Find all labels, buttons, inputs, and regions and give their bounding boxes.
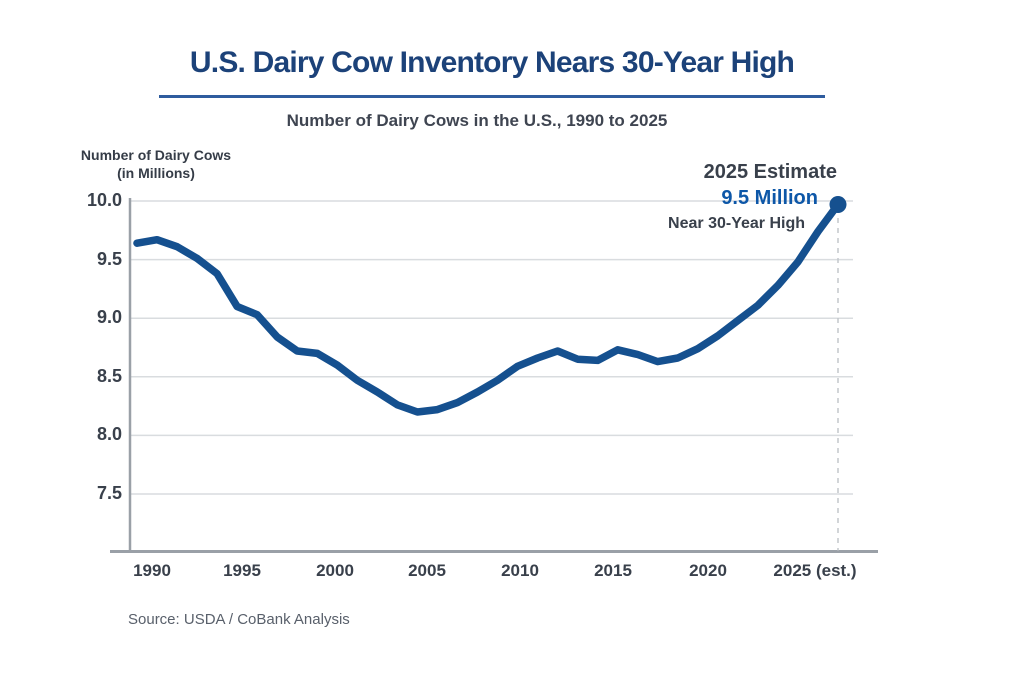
y-tick-label: 8.0 (96, 424, 122, 445)
y-axis-title: Number of Dairy Cows (in Millions) (70, 146, 242, 182)
page-title: U.S. Dairy Cow Inventory Nears 30-Year H… (189, 46, 795, 79)
chart-subtitle: Number of Dairy Cows in the U.S., 1990 t… (286, 111, 668, 130)
y-tick-label: 7.5 (96, 483, 122, 503)
y-tick-label: 8.5 (96, 365, 122, 386)
estimate-callout-title: 2025 Estimate (703, 161, 837, 183)
y-tick-label: 9.0 (96, 307, 122, 328)
x-tick-label: 2005 (408, 561, 446, 580)
y-tick-label: 10.0 (86, 190, 122, 210)
x-tick-label: 1990 (133, 561, 171, 580)
x-tick-label: 2020 (689, 561, 727, 580)
x-tick-label: 2015 (594, 561, 632, 580)
estimate-callout-value: 9.5 Million (721, 187, 818, 209)
end-point-dot (829, 196, 847, 214)
x-tick-label: 2000 (316, 561, 354, 580)
title-underline-rule (159, 95, 825, 98)
x-tick-label: 1995 (223, 561, 261, 580)
trend-line (133, 200, 842, 416)
y-tick-label: 9.5 (96, 248, 122, 269)
estimate-callout-note: Near 30-Year High (668, 215, 805, 232)
y-axis-title-line1: Number of Dairy Cows (80, 147, 232, 163)
source-note: Source: USDA / CoBank Analysis (128, 611, 350, 628)
y-axis-title-line2: (in Millions) (117, 165, 195, 181)
x-tick-label: 2010 (501, 561, 539, 580)
x-tick-label: 2025 (est.) (773, 561, 857, 580)
